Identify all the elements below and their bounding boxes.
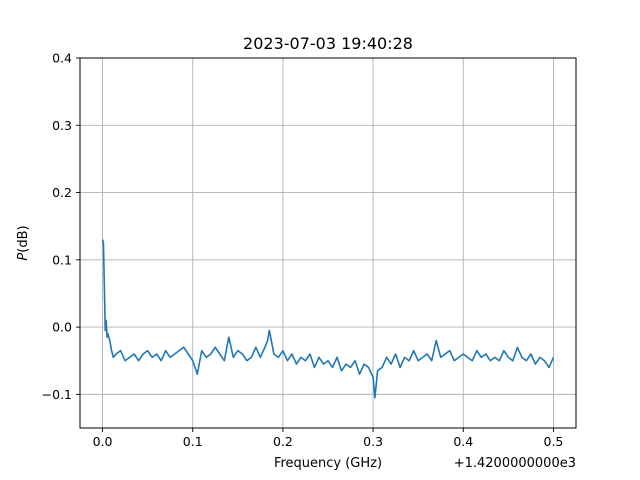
chart-title: 2023-07-03 19:40:28 — [243, 34, 413, 53]
y-axis-label: P(dB) — [16, 225, 31, 260]
x-tick-label: 0.2 — [273, 434, 293, 449]
y-tick-label: 0.2 — [52, 185, 72, 200]
x-axis-offset-label: +1.4200000000e3 — [454, 456, 576, 471]
y-tick-label: 0.4 — [52, 51, 72, 66]
series-line — [101, 239, 555, 399]
plot-area — [80, 58, 576, 428]
grid-lines — [80, 57, 576, 428]
y-tick-label: 0.3 — [52, 118, 72, 133]
series-layer — [101, 239, 555, 399]
y-axis-label-symbol: P — [16, 253, 31, 261]
x-tick-label: 0.5 — [544, 434, 564, 449]
y-tick-label: −0.1 — [42, 387, 72, 402]
ticks: 0.0 0.1 0.2 0.3 0.4 0.5 −0.1 0.0 0.1 0.2 0.3 0.4 — [42, 51, 564, 450]
x-tick-label: 0.4 — [453, 434, 473, 449]
x-axis-label: Frequency (GHz) — [274, 456, 382, 471]
axes-frame — [79, 57, 577, 429]
y-tick-label: 0.0 — [52, 320, 72, 335]
y-axis-label-unit: (dB) — [16, 225, 31, 252]
y-tick-label: 0.1 — [52, 252, 72, 267]
x-tick-label: 0.0 — [93, 434, 113, 449]
x-tick-label: 0.1 — [183, 434, 203, 449]
x-tick-label: 0.3 — [363, 434, 383, 449]
